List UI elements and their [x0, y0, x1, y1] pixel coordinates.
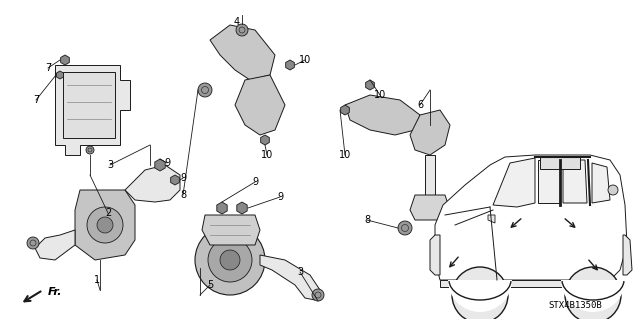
Text: 9: 9	[277, 192, 283, 202]
Circle shape	[398, 221, 412, 235]
Polygon shape	[410, 195, 450, 220]
Polygon shape	[260, 255, 320, 300]
Polygon shape	[435, 155, 627, 280]
Polygon shape	[623, 235, 632, 275]
Circle shape	[236, 24, 248, 36]
Polygon shape	[410, 110, 450, 155]
Polygon shape	[285, 60, 294, 70]
Circle shape	[198, 83, 212, 97]
Polygon shape	[345, 95, 420, 135]
Text: 3: 3	[297, 267, 303, 277]
Text: 6: 6	[417, 100, 423, 110]
Polygon shape	[55, 65, 130, 155]
Polygon shape	[493, 158, 535, 207]
Polygon shape	[171, 175, 179, 185]
Polygon shape	[217, 202, 227, 214]
Circle shape	[312, 289, 324, 301]
Text: 8: 8	[364, 215, 370, 225]
Polygon shape	[155, 159, 165, 171]
Polygon shape	[125, 165, 180, 202]
Circle shape	[195, 225, 265, 295]
Polygon shape	[340, 105, 349, 115]
Circle shape	[588, 290, 598, 300]
Circle shape	[86, 146, 94, 154]
Text: Fr.: Fr.	[48, 287, 63, 297]
Text: 9: 9	[180, 173, 186, 183]
Text: 7: 7	[45, 63, 51, 73]
Text: 9: 9	[164, 158, 170, 168]
Circle shape	[608, 185, 618, 195]
Polygon shape	[430, 235, 440, 275]
Polygon shape	[488, 215, 495, 223]
Polygon shape	[210, 25, 275, 80]
Circle shape	[579, 281, 607, 309]
Circle shape	[220, 250, 240, 270]
Polygon shape	[56, 71, 63, 79]
Text: STX4B1350B: STX4B1350B	[548, 300, 602, 309]
Polygon shape	[75, 190, 135, 260]
Polygon shape	[202, 215, 260, 245]
Polygon shape	[237, 202, 247, 214]
Polygon shape	[365, 80, 374, 90]
Wedge shape	[448, 280, 512, 312]
Text: 10: 10	[374, 90, 386, 100]
Polygon shape	[440, 280, 610, 287]
Circle shape	[27, 237, 39, 249]
Circle shape	[97, 217, 113, 233]
Polygon shape	[260, 135, 269, 145]
Text: 8: 8	[180, 190, 186, 200]
Circle shape	[208, 238, 252, 282]
Polygon shape	[425, 155, 435, 200]
Circle shape	[475, 290, 485, 300]
Text: 1: 1	[94, 275, 100, 285]
Circle shape	[565, 267, 621, 319]
Text: 3: 3	[107, 160, 113, 170]
Circle shape	[452, 267, 508, 319]
Polygon shape	[592, 163, 610, 203]
Polygon shape	[235, 75, 285, 135]
Text: 4: 4	[234, 17, 240, 27]
Polygon shape	[63, 72, 115, 138]
Wedge shape	[561, 280, 625, 312]
Text: 10: 10	[339, 150, 351, 160]
Text: 10: 10	[261, 150, 273, 160]
Polygon shape	[538, 160, 560, 203]
Text: 2: 2	[105, 208, 111, 218]
Circle shape	[466, 281, 494, 309]
Polygon shape	[61, 55, 69, 65]
Text: 7: 7	[33, 95, 39, 105]
Bar	[540, 157, 580, 169]
Circle shape	[87, 207, 123, 243]
Polygon shape	[35, 230, 75, 260]
Text: 10: 10	[299, 55, 311, 65]
Polygon shape	[563, 160, 587, 203]
Text: 9: 9	[252, 177, 258, 187]
Text: 5: 5	[207, 280, 213, 290]
